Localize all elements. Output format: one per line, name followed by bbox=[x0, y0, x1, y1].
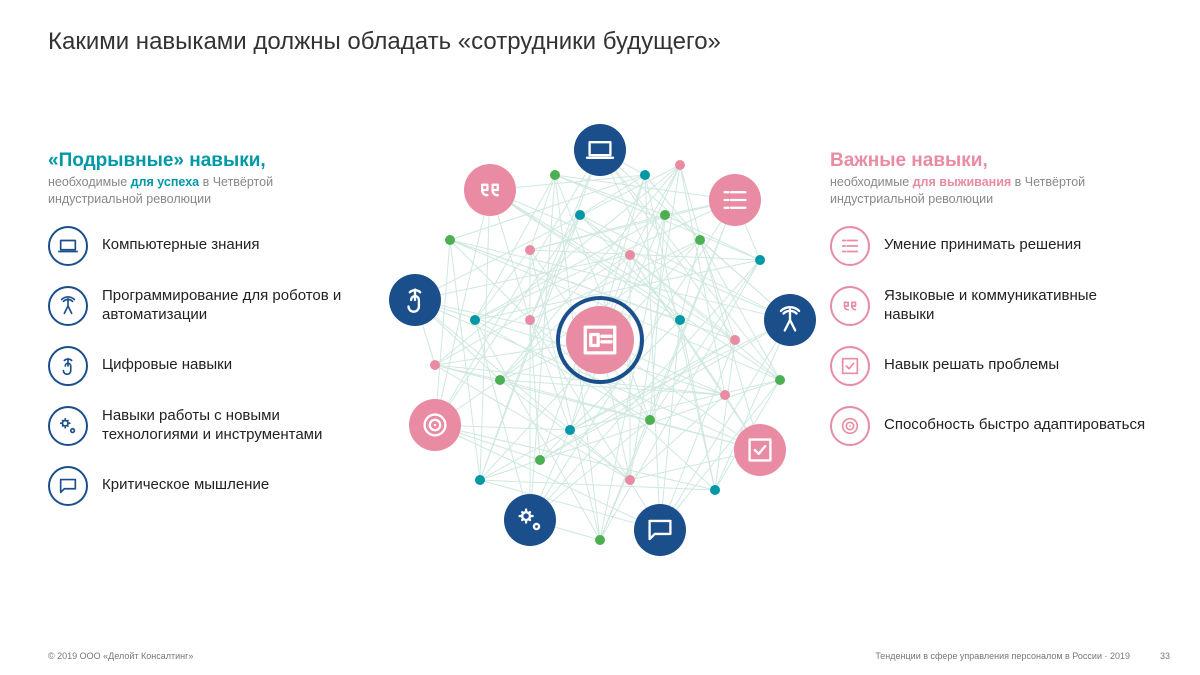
gears-icon bbox=[48, 406, 88, 446]
network-dot bbox=[645, 415, 655, 425]
network-dot bbox=[775, 375, 785, 385]
quotes-icon bbox=[830, 286, 870, 326]
page-number: 33 bbox=[1160, 651, 1170, 661]
antenna-icon bbox=[48, 286, 88, 326]
skill-label: Языковые и коммуникативные навыки bbox=[884, 287, 1150, 325]
skill-item: Компьютерные знания bbox=[48, 226, 368, 266]
skill-label: Компьютерные знания bbox=[102, 236, 260, 255]
network-dot bbox=[495, 375, 505, 385]
skill-label: Цифровые навыки bbox=[102, 356, 232, 375]
network-dot bbox=[675, 315, 685, 325]
network-dot bbox=[475, 475, 485, 485]
footer-copyright: © 2019 ООО «Делойт Консалтинг» bbox=[48, 651, 193, 661]
skill-label: Навык решать проблемы bbox=[884, 356, 1059, 375]
left-col-subtitle: необходимые для успеха в Четвёртой индус… bbox=[48, 174, 368, 208]
skill-item: Навык решать проблемы bbox=[830, 346, 1150, 386]
network-dot bbox=[525, 245, 535, 255]
network-node-gears bbox=[504, 494, 556, 546]
skill-label: Навыки работы с новыми технологиями и ин… bbox=[102, 407, 368, 445]
skill-item: Навыки работы с новыми технологиями и ин… bbox=[48, 406, 368, 446]
skill-item: Способность быстро адаптироваться bbox=[830, 406, 1150, 446]
network-dot bbox=[730, 335, 740, 345]
network-dot bbox=[675, 160, 685, 170]
skill-item: Программирование для роботов и автоматиз… bbox=[48, 286, 368, 326]
network-node-check bbox=[734, 424, 786, 476]
skill-label: Программирование для роботов и автоматиз… bbox=[102, 287, 368, 325]
network-dot bbox=[535, 455, 545, 465]
right-column: Важные навыки, необходимые для выживания… bbox=[830, 150, 1150, 466]
network-node-laptop bbox=[574, 124, 626, 176]
footer-doc-title: Тенденции в сфере управления персоналом … bbox=[875, 651, 1130, 661]
network-dot bbox=[625, 475, 635, 485]
right-col-title: Важные навыки, bbox=[830, 150, 1150, 172]
touch-icon bbox=[48, 346, 88, 386]
network-dot bbox=[595, 535, 605, 545]
left-column: «Подрывные» навыки, необходимые для успе… bbox=[48, 150, 368, 526]
skill-item: Умение принимать решения bbox=[830, 226, 1150, 266]
skill-label: Критическое мышление bbox=[102, 476, 269, 495]
skill-item: Языковые и коммуникативные навыки bbox=[830, 286, 1150, 326]
network-node-target bbox=[409, 399, 461, 451]
network-node-touch bbox=[389, 274, 441, 326]
skill-item: Цифровые навыки bbox=[48, 346, 368, 386]
skill-label: Способность быстро адаптироваться bbox=[884, 416, 1145, 435]
network-dot bbox=[695, 235, 705, 245]
network-dot bbox=[445, 235, 455, 245]
network-dot bbox=[710, 485, 720, 495]
skill-item: Критическое мышление bbox=[48, 466, 368, 506]
network-node-list bbox=[709, 174, 761, 226]
right-col-subtitle: необходимые для выживания в Четвёртой ин… bbox=[830, 174, 1150, 208]
network-dot bbox=[525, 315, 535, 325]
chat-icon bbox=[48, 466, 88, 506]
laptop-icon bbox=[48, 226, 88, 266]
network-diagram bbox=[380, 120, 820, 560]
page-title: Какими навыками должны обладать «сотрудн… bbox=[48, 28, 721, 56]
network-dot bbox=[430, 360, 440, 370]
network-dot bbox=[755, 255, 765, 265]
network-dot bbox=[575, 210, 585, 220]
network-dot bbox=[625, 250, 635, 260]
check-icon bbox=[830, 346, 870, 386]
network-node-quotes bbox=[464, 164, 516, 216]
list-icon bbox=[830, 226, 870, 266]
skill-label: Умение принимать решения bbox=[884, 236, 1081, 255]
network-node-antenna bbox=[764, 294, 816, 346]
network-dot bbox=[640, 170, 650, 180]
network-center bbox=[558, 298, 642, 382]
network-dot bbox=[720, 390, 730, 400]
target-icon bbox=[830, 406, 870, 446]
network-dot bbox=[565, 425, 575, 435]
network-node-chat bbox=[634, 504, 686, 556]
left-col-title: «Подрывные» навыки, bbox=[48, 150, 368, 172]
network-dot bbox=[550, 170, 560, 180]
network-dot bbox=[470, 315, 480, 325]
network-dot bbox=[660, 210, 670, 220]
